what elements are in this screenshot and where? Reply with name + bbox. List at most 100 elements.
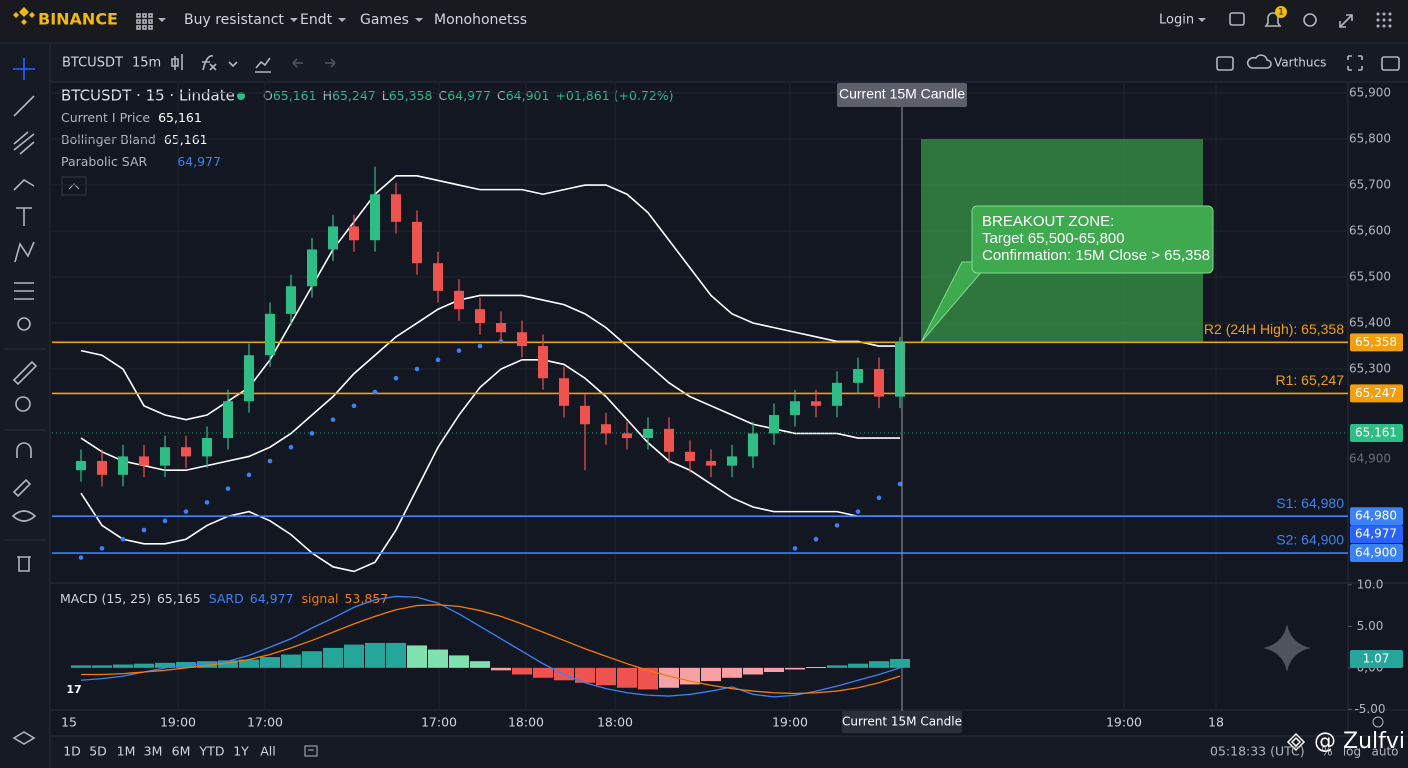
toolbar-icons [171, 54, 1400, 73]
candle-body [97, 461, 107, 475]
sar-dot [78, 555, 84, 560]
candle-body [160, 447, 170, 466]
time-label: 19:00 [160, 715, 196, 730]
callout [971, 205, 1214, 274]
pattern-tool[interactable] [14, 241, 35, 263]
magnet-tool[interactable] [16, 442, 32, 458]
fib-tool[interactable] [13, 131, 35, 155]
range-button[interactable]: 3M [144, 744, 163, 759]
zoom-tool[interactable] [15, 396, 31, 412]
sar-dot [225, 486, 231, 491]
cloud-icon[interactable] [1246, 54, 1272, 69]
macd-legend-key: signal [302, 591, 339, 606]
sar-dot [792, 546, 798, 551]
histogram-bar [512, 667, 532, 675]
y-tick-label: 65,700 [1349, 178, 1391, 192]
measure-tool[interactable] [12, 360, 38, 386]
callout-text: BREAKOUT ZONE: [982, 213, 1114, 230]
nav-menu[interactable]: Monohonetss [434, 12, 527, 28]
crosshair-time-tag [842, 711, 962, 733]
icon-tool[interactable] [17, 317, 31, 331]
caret [414, 18, 423, 22]
scale-option[interactable]: log [1343, 745, 1361, 759]
axis-settings[interactable] [1372, 716, 1384, 728]
fullscreen-icon[interactable] [1347, 55, 1363, 71]
settings-icon[interactable] [1303, 13, 1317, 27]
bollinger-upper [80, 175, 900, 421]
crosshair-tool[interactable] [13, 58, 35, 80]
message-icon[interactable] [1229, 12, 1245, 26]
symbol-button[interactable]: BTCUSDT [62, 56, 123, 71]
price-tag [1350, 333, 1403, 352]
macd-y-tick-label: 5.00 [1357, 619, 1384, 633]
visibility-tool[interactable] [11, 510, 37, 522]
histogram-bar [218, 660, 238, 668]
candle-body [118, 456, 128, 475]
logo-text: BINANCE [38, 10, 118, 29]
range-button[interactable]: 1Y [233, 744, 249, 759]
nav-menu[interactable]: Buy resistanct [184, 12, 284, 28]
candle-body [643, 428, 653, 439]
indicators-icon[interactable] [202, 54, 217, 71]
brush-tool[interactable] [13, 178, 35, 191]
apps-icon[interactable] [136, 13, 153, 30]
logo[interactable]: BINANCE [13, 7, 118, 29]
lock-tool[interactable] [12, 478, 32, 498]
crosshair-time-label: Current 15M Candle [842, 715, 962, 729]
range-button[interactable]: 1M [117, 744, 136, 759]
candle-body [601, 424, 611, 434]
time-label: 19:00 [1106, 715, 1142, 730]
bell-icon[interactable] [1264, 12, 1282, 27]
undo-icon[interactable] [292, 58, 303, 68]
scale-option[interactable]: % [1321, 745, 1332, 759]
callout-text: Target 65,500-65,800 [982, 230, 1125, 247]
range-button[interactable]: 6M [172, 744, 191, 759]
watermark-star [1263, 624, 1311, 672]
chart-type-icon[interactable] [171, 54, 183, 70]
nav-menu[interactable]: Endt [300, 12, 333, 28]
range-button[interactable]: 5D [89, 744, 107, 759]
svg-text:17: 17 [66, 683, 81, 696]
prediction-tool[interactable] [14, 282, 34, 300]
ohlc-value: 64,901 [506, 88, 550, 103]
candle-body [706, 461, 716, 466]
y-tick-label: 65,900 [1349, 86, 1391, 100]
ohlc-value: 64,977 [447, 88, 491, 103]
text-tool[interactable] [16, 207, 32, 226]
expand-icon[interactable] [1339, 14, 1353, 28]
range-button[interactable]: 1D [63, 744, 81, 759]
login-button[interactable]: Login [1159, 13, 1194, 28]
chart-toolbar [0, 44, 1408, 82]
caret[interactable] [228, 61, 238, 68]
collapse-button[interactable] [61, 176, 87, 196]
candle-body [664, 428, 674, 452]
trendline-tool[interactable] [13, 95, 35, 117]
layout-icon[interactable] [1216, 56, 1234, 71]
layout-name[interactable]: Varthucs [1274, 56, 1326, 70]
layers-tool[interactable] [12, 731, 36, 745]
redo-icon[interactable] [325, 58, 336, 68]
sar-dot [162, 518, 168, 524]
screenshot-icon[interactable] [1381, 56, 1400, 71]
delete-tool[interactable] [17, 556, 31, 572]
nav-icons [1229, 12, 1353, 28]
candle-body [286, 286, 296, 314]
date-range-icon[interactable] [304, 745, 318, 757]
candle-body [811, 401, 821, 406]
range-button[interactable]: YTD [199, 744, 225, 759]
macd-y-tick-label: 10.0 [1357, 577, 1384, 591]
histogram-bar [155, 662, 175, 668]
sar-dot [141, 527, 147, 533]
grid-menu-icon[interactable] [1376, 12, 1392, 28]
interval-button[interactable]: 15m [132, 56, 161, 71]
nav-menu[interactable]: Games [360, 12, 409, 28]
templates-icon[interactable] [255, 57, 271, 73]
price-line-label: R2 (24H High): 65,358 [1204, 321, 1344, 337]
scale-option[interactable]: auto [1371, 745, 1398, 759]
watermark: @ Zulfvi [1314, 729, 1405, 754]
ohlc-key: H [323, 88, 332, 103]
histogram-bar [785, 667, 805, 670]
histogram-bar [113, 664, 133, 668]
range-button[interactable]: All [260, 744, 276, 759]
